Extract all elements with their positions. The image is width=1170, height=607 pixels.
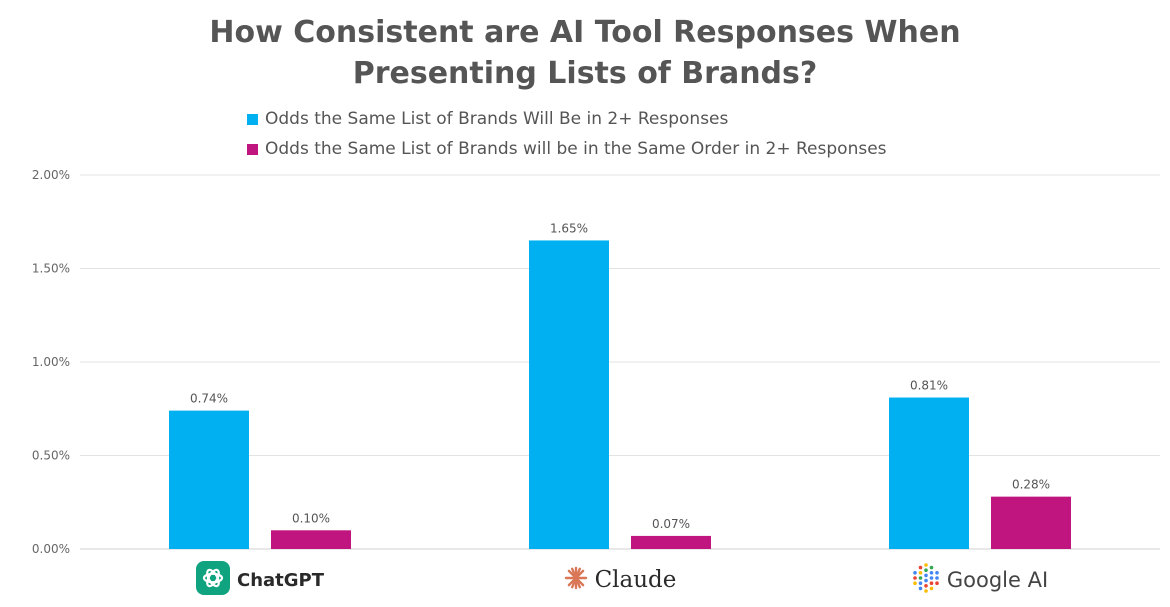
legend-label-series-2: Odds the Same List of Brands will be in … — [265, 139, 887, 159]
y-tick-label: 0.00% — [32, 542, 70, 556]
data-labels: 0.74% 0.10% 1.65% 0.07% 0.81% 0.28% — [190, 221, 1050, 530]
y-tick-label: 0.50% — [32, 449, 70, 463]
category-label-claude: Claude — [594, 567, 677, 593]
legend-item-series-2: Odds the Same List of Brands will be in … — [247, 134, 887, 164]
bar-chatgpt-series-2 — [271, 530, 351, 549]
chart-title-line-1: How Consistent are AI Tool Responses Whe… — [209, 15, 961, 50]
bar-google-ai-series-2 — [991, 496, 1071, 549]
category-claude: Claude — [510, 562, 730, 598]
data-label: 0.74% — [190, 392, 228, 406]
bar-claude-series-1 — [529, 240, 609, 549]
bar-google-ai-series-1 — [889, 397, 969, 549]
category-label-chatgpt: ChatGPT — [236, 569, 325, 591]
data-label: 0.81% — [910, 379, 948, 393]
gridlines — [80, 174, 1160, 550]
google-ai-dots-icon — [912, 563, 940, 597]
bars — [169, 240, 1071, 549]
legend-swatch-series-1 — [247, 113, 258, 125]
legend-label-series-1: Odds the Same List of Brands Will Be in … — [265, 109, 729, 129]
legend-swatch-series-2 — [247, 143, 258, 155]
chatgpt-logo-icon — [195, 561, 230, 599]
category-chatgpt: ChatGPT — [150, 561, 370, 599]
data-label: 1.65% — [550, 221, 588, 235]
data-label: 0.07% — [652, 517, 690, 531]
y-axis-ticks: 0.00% 0.50% 1.00% 1.50% 2.00% — [32, 168, 70, 556]
y-tick-label: 1.50% — [32, 262, 70, 276]
y-tick-label: 2.00% — [32, 168, 70, 182]
legend-item-series-1: Odds the Same List of Brands Will Be in … — [247, 104, 887, 134]
claude-sunburst-icon — [564, 566, 588, 594]
bar-chatgpt-series-1 — [169, 410, 249, 549]
data-label: 0.10% — [292, 511, 330, 525]
bar-claude-series-2 — [631, 535, 711, 549]
legend: Odds the Same List of Brands Will Be in … — [247, 104, 887, 164]
chart-title-line-2: Presenting Lists of Brands? — [352, 56, 818, 91]
data-label: 0.28% — [1012, 478, 1050, 492]
category-google-ai: Google AI — [870, 562, 1090, 598]
chart-title: How Consistent are AI Tool Responses Whe… — [0, 12, 1170, 94]
y-tick-label: 1.00% — [32, 355, 70, 369]
category-label-google-ai: Google AI — [946, 568, 1049, 592]
